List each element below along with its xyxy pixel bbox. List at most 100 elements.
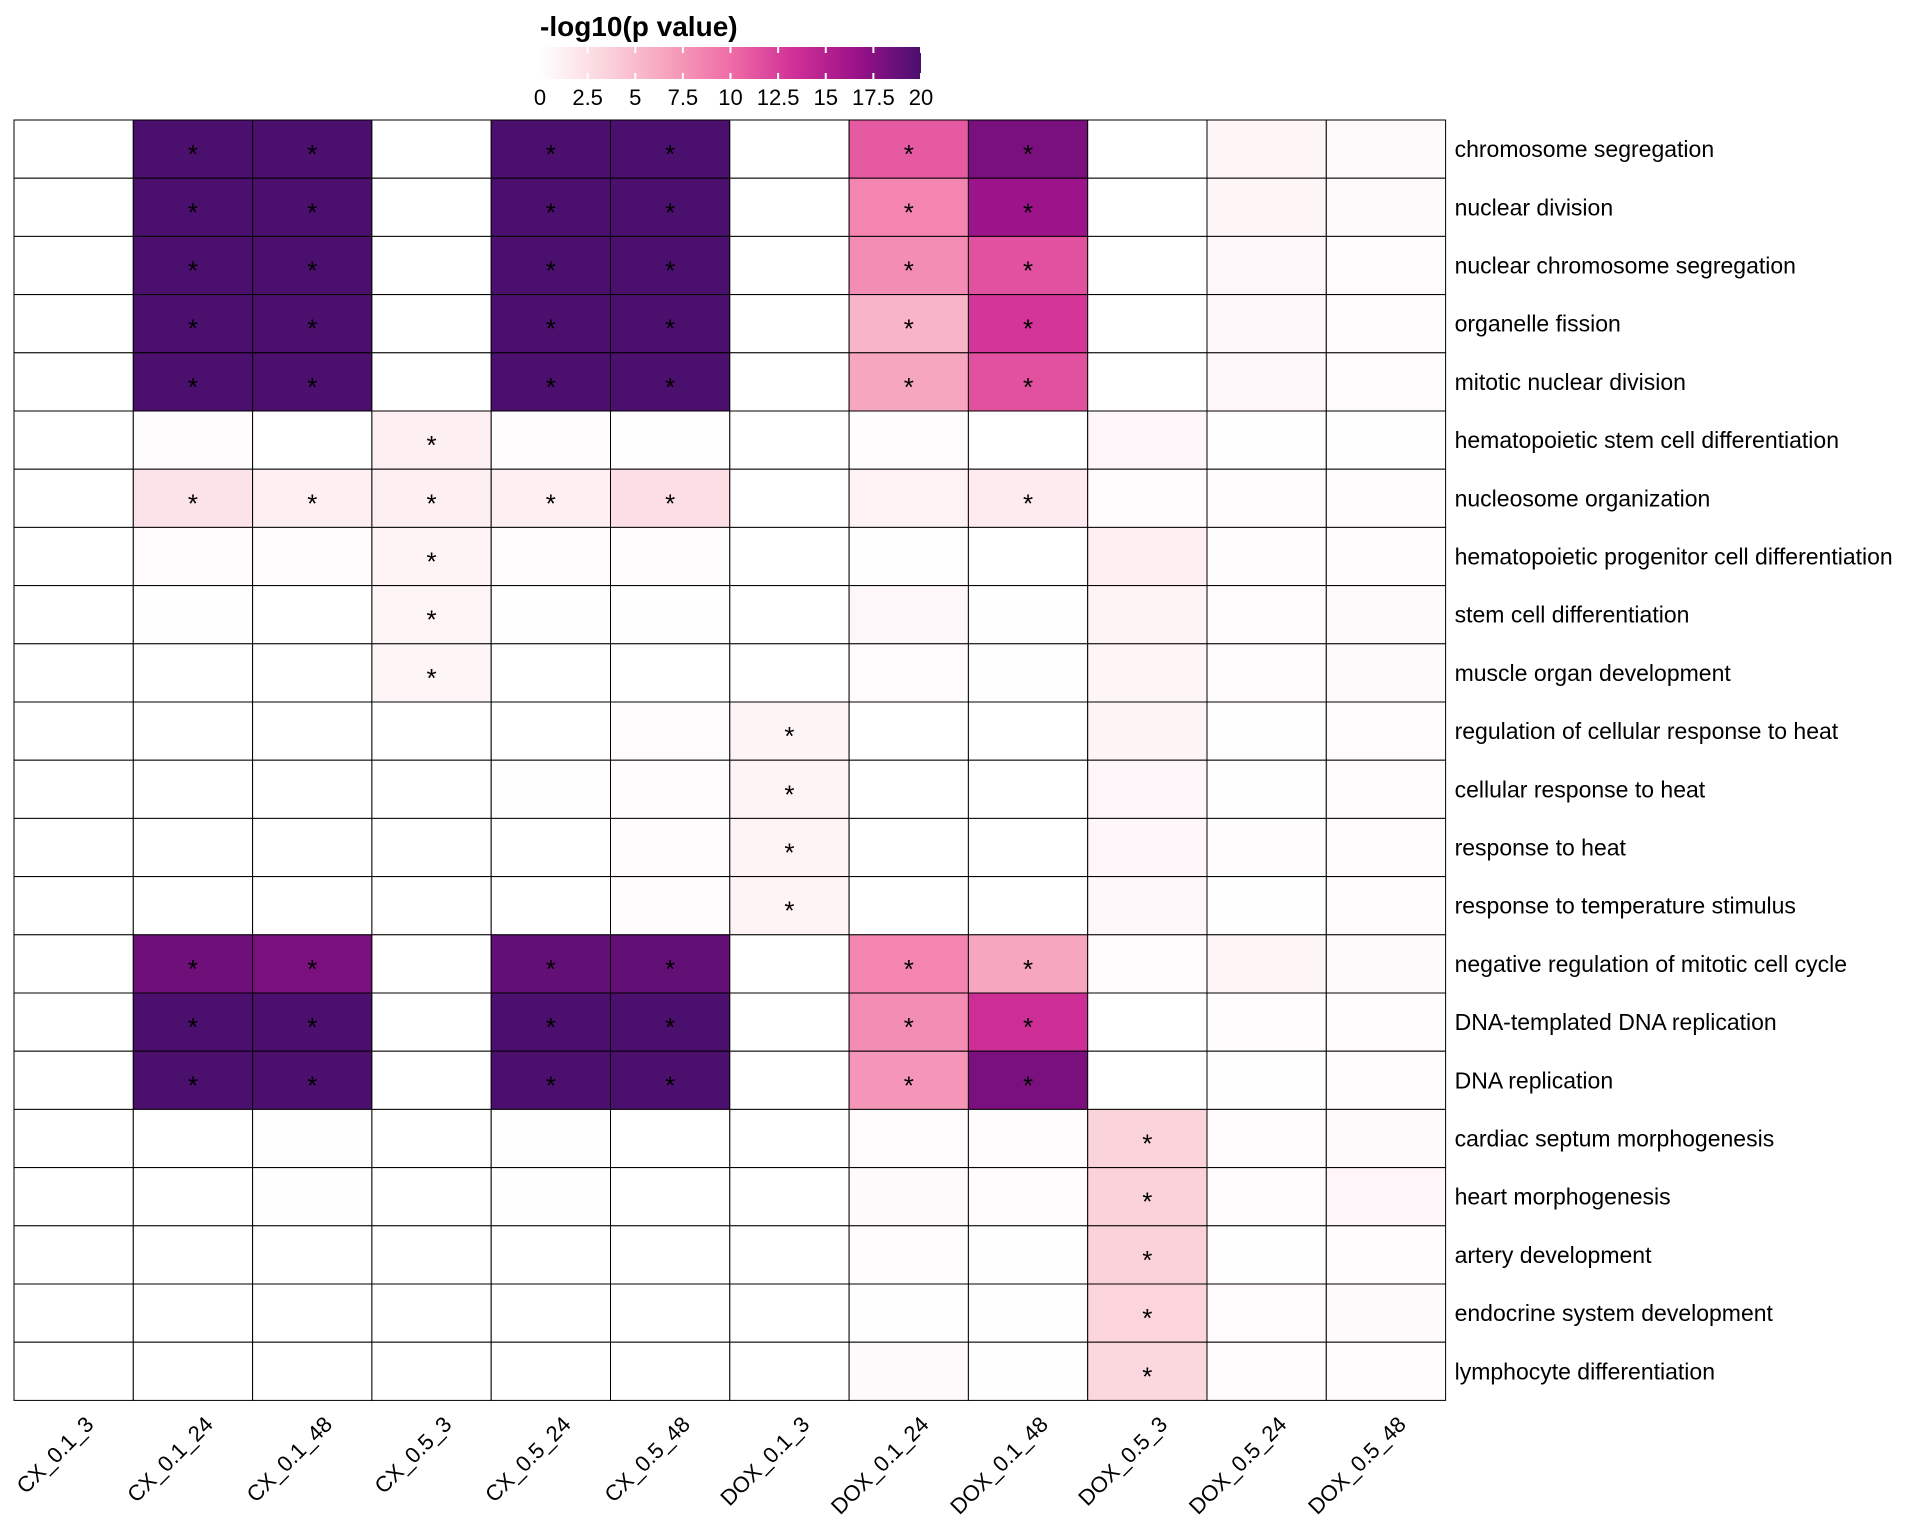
heatmap-cell [1325, 585, 1447, 645]
significance-marker: * [188, 372, 198, 402]
heatmap-cell [490, 876, 612, 936]
heatmap-cell [1325, 1283, 1447, 1343]
row-label: DNA-templated DNA replication [1455, 1009, 1777, 1035]
significance-marker: * [1023, 139, 1033, 169]
significance-marker: * [784, 721, 794, 751]
significance-marker: * [784, 779, 794, 809]
heatmap-cell [13, 526, 134, 587]
heatmap-cell [132, 526, 254, 587]
heatmap-cell [1087, 934, 1208, 994]
heatmap-cell [729, 235, 850, 296]
heatmap-cell [1206, 119, 1327, 179]
row-label: artery development [1455, 1242, 1652, 1268]
heatmap-cell [13, 701, 134, 761]
heatmap-cell [252, 410, 373, 470]
legend-tick-label: 7.5 [668, 85, 699, 110]
heatmap-cell [13, 1225, 134, 1285]
heatmap-cell [1087, 294, 1208, 354]
heatmap-cell [371, 1341, 492, 1401]
heatmap-cell [848, 526, 969, 587]
heatmap-cell [13, 1108, 134, 1169]
heatmap-cell [1087, 992, 1208, 1052]
row-label: response to temperature stimulus [1455, 893, 1796, 919]
heatmap-cell [848, 1167, 969, 1227]
heatmap-cell [490, 1108, 612, 1169]
heatmap-cell [371, 294, 492, 354]
row-label: hematopoietic progenitor cell differenti… [1455, 544, 1893, 570]
heatmap-cell [490, 817, 612, 878]
heatmap-cell [132, 177, 254, 237]
significance-marker: * [1023, 372, 1033, 402]
heatmap-cell [132, 1225, 254, 1285]
heatmap-cell [729, 177, 850, 237]
heatmap-cell [132, 701, 254, 761]
heatmap-cell [13, 1341, 134, 1401]
legend-tick-label: 10 [718, 85, 742, 110]
column-label: CX_0.1_3 [12, 1412, 99, 1499]
significance-marker: * [665, 139, 675, 169]
heatmap-cell [610, 817, 731, 878]
heatmap-cell [729, 876, 850, 936]
heatmap-cell [610, 759, 731, 819]
heatmap-cell [13, 1050, 134, 1110]
heatmap-cell [132, 468, 254, 528]
heatmap-cell [1206, 468, 1327, 528]
significance-marker: * [188, 1070, 198, 1100]
heatmap-cell [729, 294, 850, 354]
significance-marker: * [426, 488, 436, 518]
heatmap-cell [967, 1108, 1089, 1169]
heatmap-cell [1325, 701, 1447, 761]
heatmap-cell [371, 177, 492, 237]
heatmap-cell [1325, 934, 1447, 994]
heatmap-cell [1087, 759, 1208, 819]
heatmap-cell [1087, 643, 1208, 703]
heatmap-cell [13, 468, 134, 528]
significance-marker: * [904, 197, 914, 227]
legend-tick-label: 17.5 [852, 85, 895, 110]
heatmap-cell [1087, 585, 1208, 645]
heatmap-cell [490, 759, 612, 819]
heatmap-cell [1206, 177, 1327, 237]
heatmap-cell [729, 701, 850, 761]
significance-marker: * [546, 372, 556, 402]
heatmap-cell [967, 876, 1089, 936]
heatmap-cell [13, 119, 134, 179]
significance-marker: * [1023, 256, 1033, 286]
heatmap-cell [729, 817, 850, 878]
heatmap-cell [132, 1341, 254, 1401]
significance-marker: * [426, 605, 436, 635]
heatmap-cell [13, 992, 134, 1052]
significance-marker: * [784, 838, 794, 868]
heatmap-cell [132, 1283, 254, 1343]
heatmap-cell [967, 352, 1089, 412]
heatmap-cell [371, 468, 492, 528]
column-labels: CX_0.1_3 CX_0.1_24 CX_0.1_48 CX_0.5_3 CX_0.5… [12, 1412, 1411, 1520]
significance-marker: * [307, 314, 317, 344]
column-label: DOX_0.1_24 [826, 1412, 934, 1520]
heatmap-cell [132, 759, 254, 819]
significance-marker: * [188, 197, 198, 227]
heatmap-cell [1206, 1108, 1327, 1169]
heatmap-cell [1206, 1050, 1327, 1110]
heatmap-cell [610, 992, 731, 1052]
legend-title: -log10(p value) [540, 11, 738, 42]
heatmap-cell [371, 119, 492, 179]
heatmap-cell [490, 1050, 612, 1110]
significance-marker: * [546, 954, 556, 984]
heatmap-cell [371, 1167, 492, 1227]
row-label: DNA replication [1455, 1067, 1614, 1093]
significance-marker: * [1023, 314, 1033, 344]
heatmap-cell [610, 177, 731, 237]
row-labels: chromosome segregation nuclear division nu… [1455, 136, 1893, 1384]
significance-marker: * [307, 197, 317, 227]
heatmap-cell [1206, 1167, 1327, 1227]
heatmap-cell [1325, 235, 1447, 296]
heatmap-cell [967, 934, 1089, 994]
color-legend: -log10(p value) 0 2.5 5 7.5 10 12.5 15 17.5 20 [534, 11, 933, 110]
heatmap-cell [1087, 876, 1208, 936]
heatmap-cell [252, 817, 373, 878]
heatmap-cell [252, 1167, 373, 1227]
significance-marker: * [188, 139, 198, 169]
significance-marker: * [1142, 1187, 1152, 1217]
